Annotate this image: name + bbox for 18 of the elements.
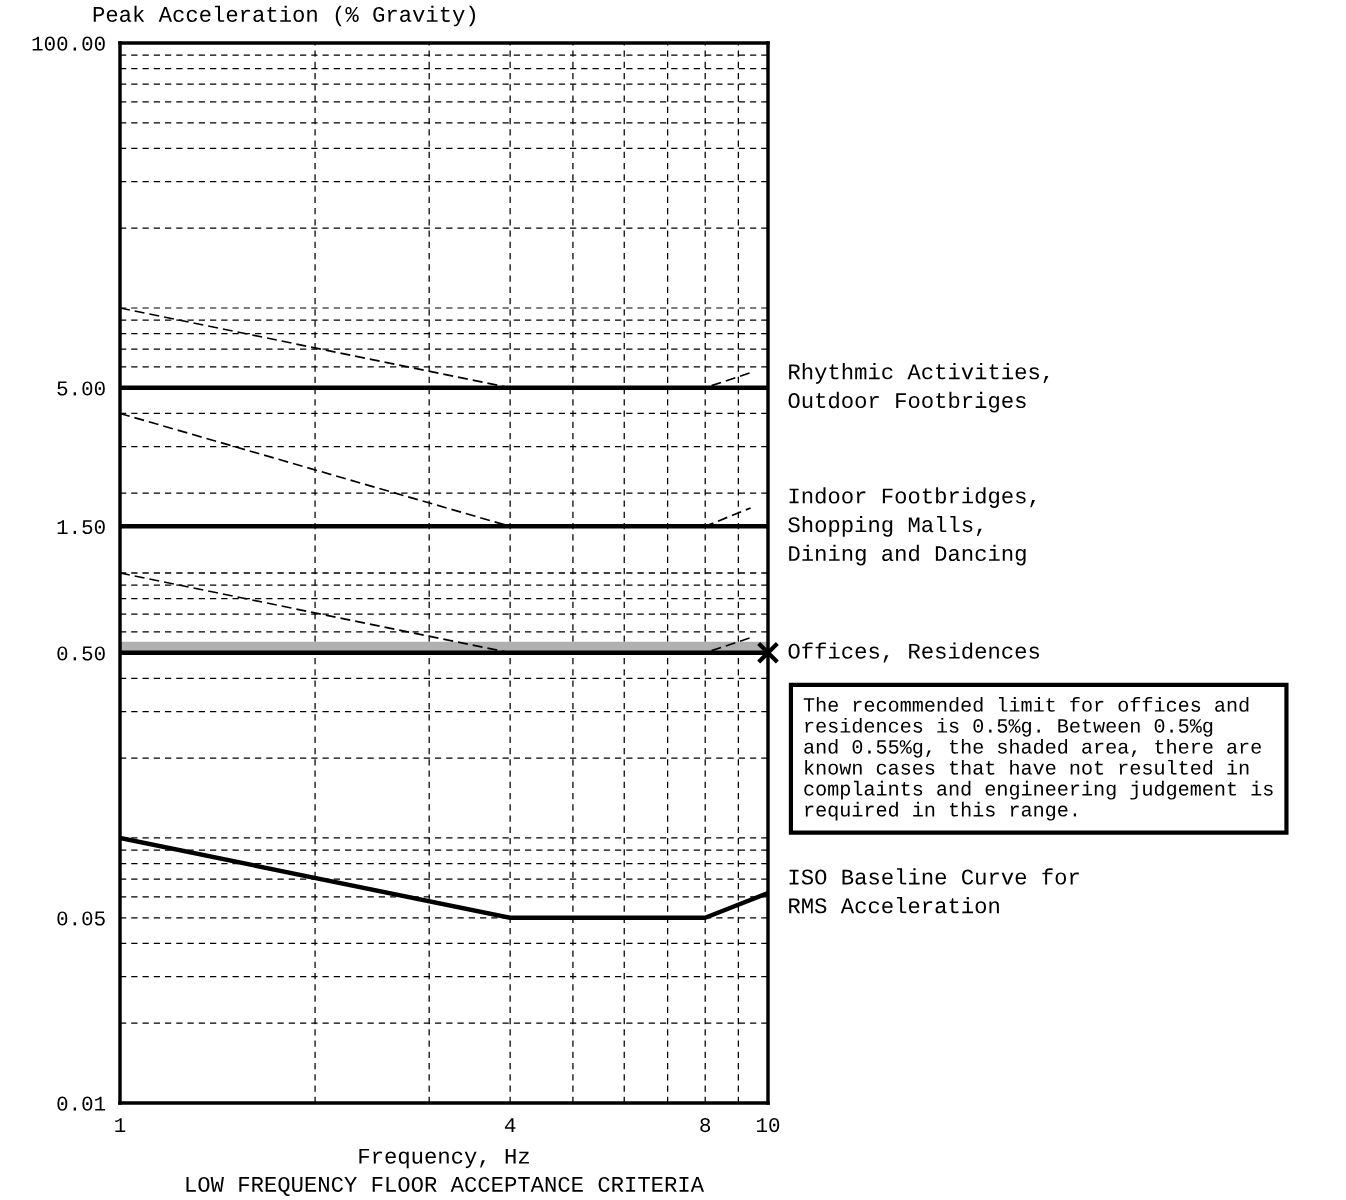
y-tick-label: 0.05: [57, 911, 105, 926]
x-tick-label: 10: [757, 1118, 780, 1133]
x-tick-label: 1: [115, 1118, 126, 1132]
series-label: ISO Baseline Curve for RMS Acceleration: [789, 868, 1079, 914]
y-tick-label: 5.00: [57, 381, 105, 396]
y-tick-label: 1.50: [57, 519, 105, 535]
text: The recommended limit for offices and residences is 0.5%g. Between 0.5%g and 0.55%g, the shaded area, there are known cases that have not resulted in complaints and engineering judgement is required in this range.: [803, 697, 1273, 821]
y-tick-label: 0.50: [57, 646, 105, 661]
series-label: Offices, Residences: [788, 642, 1039, 663]
x-axis-title: Frequency, Hz: [359, 1148, 529, 1169]
series-label: Indoor Footbridges, Shopping Malls, Dining and Dancing: [788, 487, 1035, 566]
text: LOW FREQUENCY FLOOR ACCEPTANCE CRITERIA: [186, 1176, 705, 1196]
x-tick-label: 4: [504, 1118, 516, 1132]
x-tick-label: 8: [700, 1118, 711, 1133]
y-axis-title: Peak Acceleration (% Gravity): [93, 5, 475, 27]
y-tick-label: 100.00: [32, 36, 105, 51]
y-tick-label: 0.01: [57, 1096, 106, 1111]
series-label: Rhythmic Activities, Outdoor Footbriges: [788, 363, 1049, 413]
